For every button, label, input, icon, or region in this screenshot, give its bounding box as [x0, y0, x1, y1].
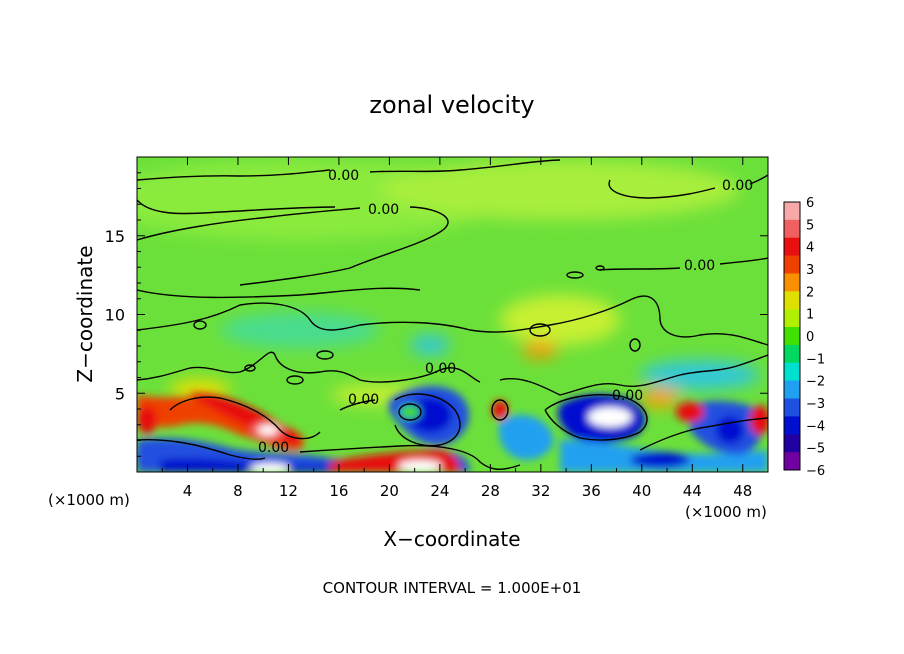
smooth-field — [137, 160, 760, 408]
colorbar-swatch — [784, 327, 800, 346]
colorbar-tick-label: −4 — [806, 419, 825, 434]
x-tick-label: 44 — [683, 482, 702, 500]
chart-title: zonal velocity — [369, 91, 534, 119]
x-tick-label: 16 — [329, 482, 348, 500]
colorbar: 6 5 4 3 2 1 0 −1 −2 −3 −4 −5 −6 — [783, 196, 825, 479]
contour-label: 0.00 — [684, 258, 715, 274]
contour-label: 0.00 — [425, 361, 456, 377]
contour-label: 0.00 — [368, 202, 399, 218]
colorbar-swatch — [784, 362, 800, 382]
contour-labels: 0.00 0.00 0.00 0.00 0.00 0.00 0.00 0.00 — [258, 168, 753, 456]
colorbar-tick-label: 3 — [806, 263, 814, 278]
y-tick-label: 5 — [115, 384, 125, 403]
x-tick-label: 48 — [733, 482, 752, 500]
contour-label: 0.00 — [328, 168, 359, 184]
colorbar-tick-label: −6 — [806, 464, 825, 479]
contour-label: 0.00 — [612, 388, 643, 404]
plot-area: 0.00 0.00 0.00 0.00 0.00 0.00 0.00 0.00 — [137, 157, 768, 472]
colorbar-tick-label: −1 — [806, 352, 825, 367]
x-axis-label: X−coordinate — [383, 527, 520, 551]
colorbar-tick-label: 0 — [806, 330, 814, 345]
colorbar-swatch — [784, 380, 800, 400]
contour-label: 0.00 — [258, 440, 289, 456]
colorbar-tick-label: −2 — [806, 375, 825, 390]
colorbar-tick-label: 2 — [806, 285, 814, 300]
x-unit-left: (×1000 m) — [48, 491, 130, 509]
y-tick-label: 10 — [105, 306, 125, 325]
colorbar-tick-label: −5 — [806, 442, 825, 457]
colorbar-swatch — [784, 416, 800, 435]
y-tick-label: 15 — [105, 227, 125, 246]
x-tick-label: 4 — [183, 482, 193, 500]
colorbar-tick-label: 1 — [806, 308, 814, 323]
x-unit-right: (×1000 m) — [685, 503, 767, 521]
contour-lines — [137, 159, 768, 470]
x-tick-label: 8 — [233, 482, 243, 500]
colorbar-swatch — [784, 452, 800, 471]
footer-note: CONTOUR INTERVAL = 1.000E+01 — [323, 579, 582, 597]
colorbar-swatch — [784, 255, 800, 274]
x-tick-label: 20 — [380, 482, 399, 500]
colorbar-swatch — [784, 237, 800, 257]
x-tick-label: 28 — [481, 482, 500, 500]
x-axis: 4 8 12 16 20 24 28 32 36 40 44 48 — [161, 157, 752, 500]
colorbar-swatch — [784, 309, 800, 328]
colorbar-swatch — [784, 291, 800, 310]
x-tick-label: 12 — [279, 482, 298, 500]
contour-label: 0.00 — [348, 392, 379, 408]
colorbar-swatch — [784, 344, 800, 364]
contour-label: 0.00 — [722, 178, 753, 194]
colorbar-tick-label: 4 — [806, 241, 814, 256]
colorbar-tick-label: 6 — [806, 196, 814, 211]
colorbar-swatch — [784, 434, 800, 453]
colorbar-swatch — [784, 202, 800, 221]
colorbar-tick-label: 5 — [806, 218, 814, 233]
colorbar-swatch — [784, 273, 800, 292]
x-tick-label: 40 — [632, 482, 651, 500]
y-axis: 5 10 15 — [105, 172, 768, 457]
y-axis-label: Z−coordinate — [73, 245, 97, 382]
colorbar-tick-label: −3 — [806, 397, 825, 412]
colorbar-frame — [783, 201, 801, 471]
anomaly-blobs — [137, 385, 768, 472]
colorbar-swatch — [784, 219, 800, 239]
x-tick-label: 24 — [430, 482, 449, 500]
x-tick-label: 36 — [582, 482, 601, 500]
x-tick-label: 32 — [531, 482, 550, 500]
colorbar-swatch — [784, 398, 800, 417]
